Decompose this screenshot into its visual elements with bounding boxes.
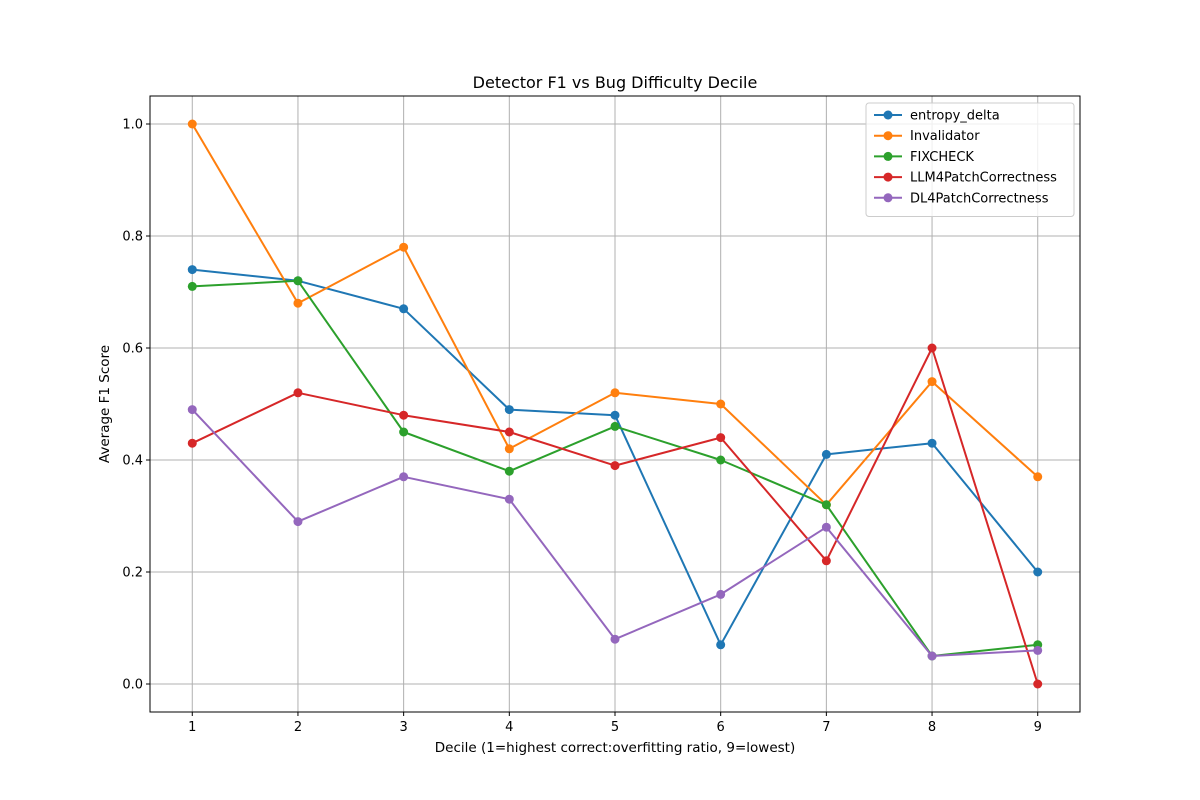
data-point [399,472,409,482]
data-point [293,517,303,527]
legend-item: LLM4PatchCorrectness [874,171,1057,186]
data-point [927,343,937,353]
data-point [610,410,620,420]
data-point [610,388,620,398]
legend-item: Invalidator [874,129,980,144]
x-axis-label: Decile (1=highest correct:overfitting ra… [435,740,796,756]
y-tick-label: 0.0 [122,678,143,693]
data-point [716,640,726,650]
legend-item: DL4PatchCorrectness [874,191,1049,206]
chart-title: Detector F1 vs Bug Difficulty Decile [473,73,758,92]
legend-label: LLM4PatchCorrectness [910,171,1057,186]
data-point [187,405,197,415]
legend: entropy_delta Invalidator FIXCHECK LLM4Patc… [865,102,1075,217]
data-point [927,377,937,387]
x-tick-label: 3 [399,720,407,735]
legend-marker [883,193,893,203]
data-point [293,276,303,286]
y-tick-label: 0.2 [122,566,143,581]
legend-marker [883,131,893,141]
data-point [504,427,514,437]
data-point [610,461,620,471]
data-point [1033,567,1043,577]
x-tick-label: 8 [928,720,936,735]
x-tick-label: 9 [1034,720,1042,735]
x-tick-label: 2 [294,720,302,735]
data-point [1033,472,1043,482]
data-point [716,433,726,443]
data-point [504,444,514,454]
x-tick-label: 1 [188,720,196,735]
data-point [1033,679,1043,689]
x-tick-label: 7 [822,720,830,735]
data-point [504,466,514,476]
data-point [821,522,831,532]
data-point [399,410,409,420]
data-point [187,265,197,275]
legend-label: Invalidator [910,129,980,144]
data-point [610,634,620,644]
data-point [187,281,197,291]
data-point [187,438,197,448]
series-Invalidator [187,119,1043,510]
series-DL4PatchCorrectness [187,405,1043,661]
data-point [716,589,726,599]
data-point [293,388,303,398]
x-tick-label: 6 [717,720,725,735]
legend-item: entropy_delta [874,109,1000,124]
y-axis-label: Average F1 Score [97,345,113,463]
series-LLM4PatchCorrectness [187,343,1043,689]
data-point [821,556,831,566]
data-point [293,298,303,308]
legend-item: FIXCHECK [874,150,974,165]
x-tick-label: 5 [611,720,619,735]
data-point [610,421,620,431]
y-tick-label: 1.0 [122,118,143,133]
data-point [927,438,937,448]
legend-marker [883,151,893,161]
data-point [504,405,514,415]
legend-box [865,102,1075,217]
data-point [927,651,937,661]
data-point [504,494,514,504]
y-tick-label: 0.6 [122,342,143,357]
legend-label: entropy_delta [910,109,1000,124]
data-point [821,449,831,459]
x-tick-label: 4 [505,720,513,735]
legend-marker [883,172,893,182]
legend-marker [883,110,893,120]
data-point [821,500,831,510]
y-tick-label: 0.4 [122,454,143,469]
legend-label: DL4PatchCorrectness [910,191,1049,206]
y-tick-label: 0.8 [122,230,143,245]
data-point [399,427,409,437]
ticks: 1 2 3 4 5 6 7 8 9 0.0 0.2 0.4 0.6 0.8 1.0 [122,118,1042,736]
data-point [716,455,726,465]
data-point [399,304,409,314]
series-layer [187,119,1043,689]
legend-label: FIXCHECK [910,150,974,165]
data-point [399,242,409,252]
data-point [187,119,197,129]
data-point [716,399,726,409]
data-point [1033,645,1043,655]
